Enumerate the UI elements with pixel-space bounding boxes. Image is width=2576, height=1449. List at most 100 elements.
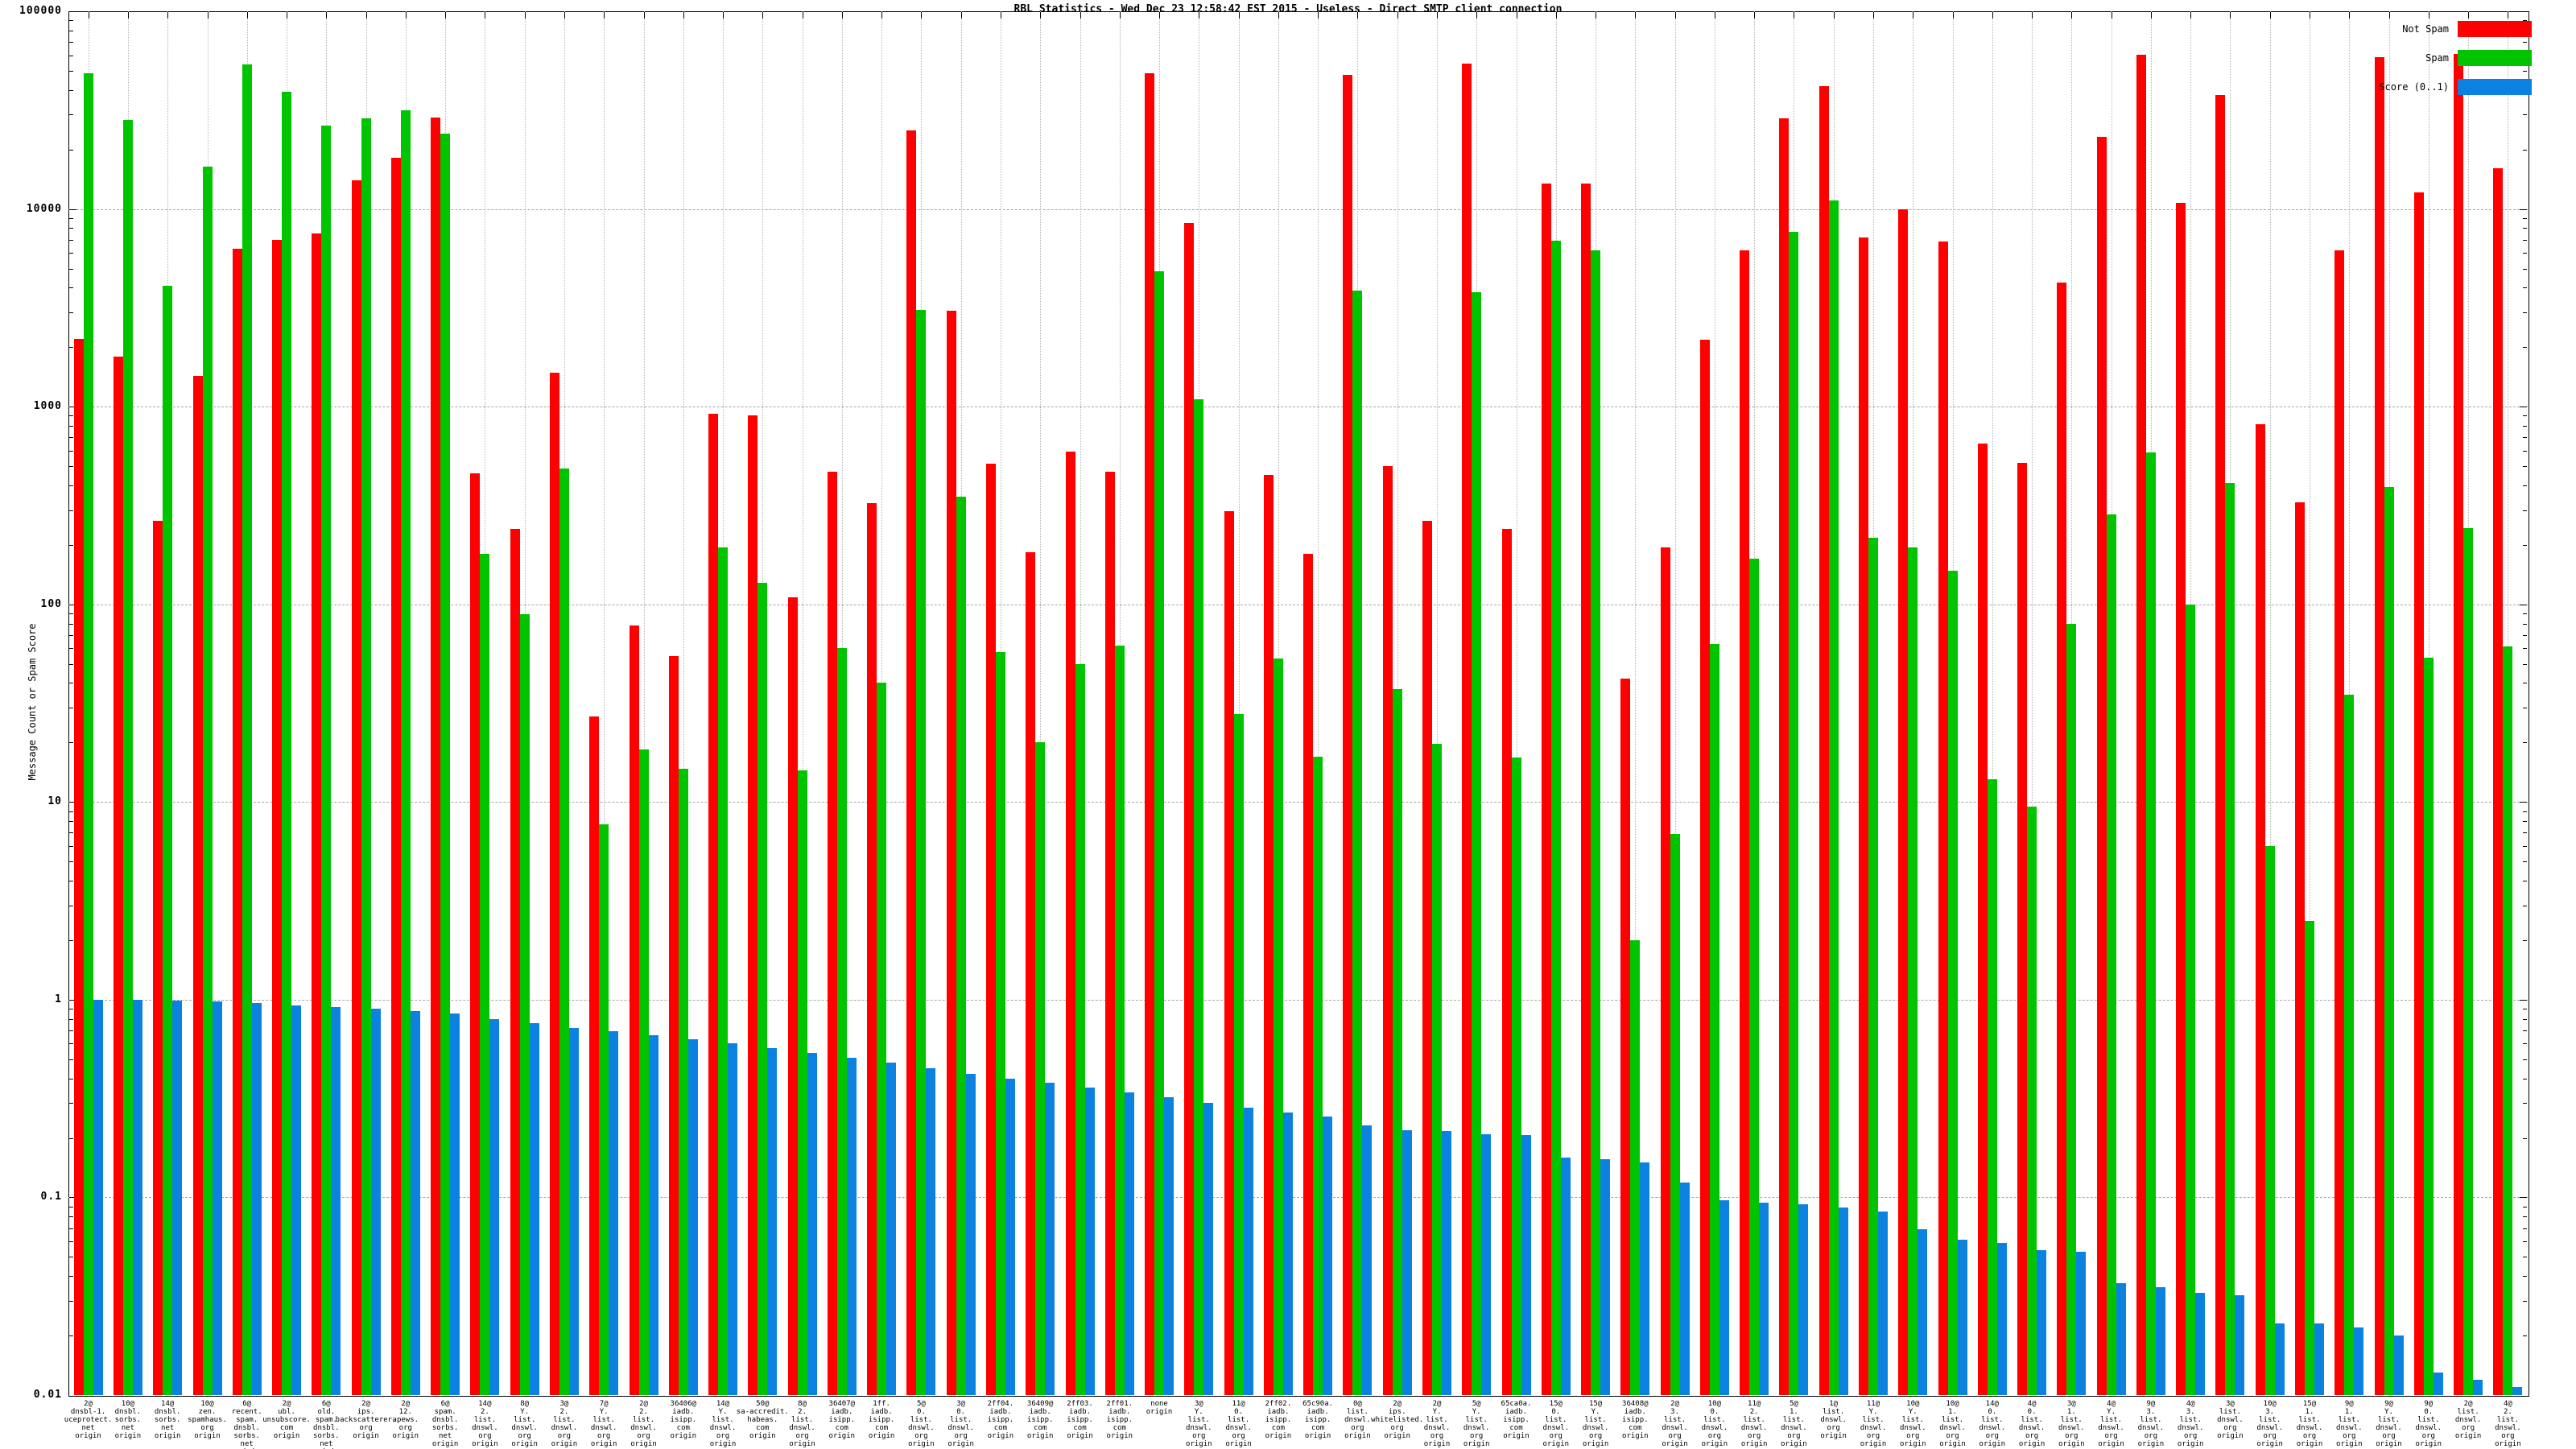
bar-spam: [1630, 939, 1641, 1395]
bar-spam: [758, 583, 768, 1395]
y-minor-tick-right: [2523, 114, 2527, 116]
y-minor-tick-right: [2523, 312, 2527, 313]
bar-spam: [440, 134, 451, 1395]
y-tick-label: 0.1: [40, 1191, 62, 1203]
x-tick-label-line: org: [1946, 1432, 1959, 1440]
x-tick-label: 14@ Y. list. dnswl. org origin: [675, 1400, 771, 1448]
x-tick-label-line: 14@: [478, 1400, 492, 1408]
x-tick-label-line: origin: [511, 1440, 538, 1448]
y-minor-tick-left: [69, 228, 73, 229]
axis-tick-top: [841, 12, 843, 19]
x-tick-label-line: list.: [791, 1416, 814, 1424]
x-tick-label-line: Y.: [1194, 1408, 1203, 1416]
x-tick-label-line: origin: [2376, 1440, 2402, 1448]
x-tick-label-line: origin: [2296, 1440, 2323, 1448]
x-tick-label-line: origin: [1423, 1440, 1451, 1448]
x-tick-label-line: dnswl.: [1225, 1424, 1252, 1432]
bar-not-spam: [2057, 283, 2067, 1395]
x-tick-label-line: 2.: [1749, 1408, 1759, 1416]
bar-not-spam: [2295, 502, 2305, 1395]
bar-spam: [1670, 833, 1680, 1395]
y-minor-tick-right: [2523, 239, 2527, 241]
x-tick-label-line: origin: [114, 1432, 142, 1440]
x-tick-label-line: list.: [2377, 1416, 2401, 1424]
x-tick-label-line: iadb.: [1307, 1408, 1329, 1416]
x-tick-label-line: isipp.: [1067, 1416, 1093, 1424]
y-tick-label: 1: [55, 993, 62, 1005]
x-tick-label-line: 10@: [121, 1400, 135, 1408]
x-tick-label: 9@ Y. list. dnswl. org origin: [2341, 1400, 2438, 1448]
x-tick-label-line: list.: [2179, 1416, 2202, 1424]
axis-tick-top: [1952, 12, 1954, 19]
bar-not-spam: [1065, 452, 1075, 1395]
x-tick-label: 1ff. iadb. isipp. com origin: [833, 1400, 930, 1440]
x-tick-label-line: origin: [1384, 1432, 1410, 1440]
x-tick-label-line: org: [2501, 1432, 2515, 1440]
x-tick-label-line: dnswl.: [590, 1424, 617, 1432]
x-tick-label-line: isipp.: [1265, 1416, 1292, 1424]
bar-not-spam: [1859, 237, 1868, 1395]
bar-not-spam: [906, 130, 917, 1395]
x-tick-label-line: 2@: [282, 1400, 291, 1408]
bar-spam: [163, 286, 173, 1395]
x-tick-label: 36406@ iadb. isipp. com origin: [635, 1400, 732, 1440]
y-minor-tick-left: [69, 1241, 73, 1242]
bar-spam: [877, 683, 887, 1395]
x-tick-label-line: org: [1707, 1432, 1722, 1440]
bar-score: [2393, 1335, 2404, 1395]
x-tick-label: 3@ list. dnswl. org origin: [2182, 1400, 2278, 1440]
bar-spam: [678, 768, 688, 1395]
x-tick-label-line: 2.: [480, 1408, 489, 1416]
x-tick-label-line: dnswl.: [2336, 1424, 2363, 1432]
bar-spam: [718, 547, 728, 1395]
bar-spam: [480, 554, 490, 1395]
bar-spam: [2503, 646, 2513, 1395]
x-tick-label: 50@ sa-accredit. habeas. com origin: [714, 1400, 811, 1440]
bar-not-spam: [2096, 136, 2107, 1395]
x-tick-label-line: 15@: [1588, 1400, 1603, 1408]
v-gridline: [1318, 11, 1319, 1395]
bar-not-spam: [2255, 424, 2265, 1395]
y-minor-tick-left: [69, 832, 73, 834]
bar-score: [1124, 1092, 1134, 1395]
x-tick-label-line: org: [2302, 1432, 2317, 1440]
x-tick-label-line: list.: [632, 1416, 655, 1424]
x-tick-label-line: dnswl.: [1939, 1424, 1966, 1432]
x-tick-label-line: list.: [1465, 1416, 1488, 1424]
x-tick-label-line: 2.: [2503, 1408, 2512, 1416]
x-tick-label-line: iadb.: [1267, 1408, 1290, 1416]
bar-score: [489, 1018, 500, 1395]
x-tick-label-line: list.: [2417, 1416, 2440, 1424]
bar-score: [2116, 1282, 2126, 1395]
y-minor-tick-left: [69, 114, 73, 116]
bar-score: [93, 999, 103, 1395]
x-tick-label-line: isipp.: [868, 1416, 895, 1424]
x-tick-label-line: 9@: [2424, 1400, 2434, 1408]
x-tick-label-line: org: [557, 1432, 572, 1440]
axis-tick-top: [2150, 12, 2152, 19]
x-tick-label-line: dnswl.: [709, 1424, 737, 1432]
x-tick-label-line: origin: [1463, 1440, 1490, 1448]
x-tick-label-line: 6@: [321, 1400, 331, 1408]
x-tick-label-line: dnswl.: [1820, 1416, 1847, 1424]
x-tick-label-line: com: [1629, 1424, 1642, 1432]
x-tick-label-line: origin: [2256, 1440, 2283, 1448]
x-tick-label-line: sorbs.: [431, 1424, 459, 1432]
axis-tick-top: [960, 12, 962, 19]
y-minor-tick-left: [69, 939, 73, 941]
y-major-tick-right: [2520, 999, 2527, 1001]
bar-not-spam: [1660, 547, 1670, 1395]
y-minor-tick-left: [69, 217, 73, 219]
x-tick-label-line: dnswl.: [2415, 1424, 2442, 1432]
bar-score: [2195, 1292, 2206, 1395]
y-minor-tick-right: [2523, 648, 2527, 650]
bar-score: [1521, 1134, 1531, 1395]
x-tick-label-line: org: [1588, 1432, 1603, 1440]
x-tick-label-line: 1.: [2344, 1408, 2354, 1416]
y-major-tick-right: [2520, 1197, 2527, 1199]
x-tick-label: 9@ 3. list. dnswl. org origin: [2103, 1400, 2199, 1448]
v-gridline: [1238, 11, 1240, 1395]
x-tick-label-line: org: [1390, 1424, 1404, 1432]
x-tick-label-line: iadb.: [1068, 1408, 1092, 1416]
